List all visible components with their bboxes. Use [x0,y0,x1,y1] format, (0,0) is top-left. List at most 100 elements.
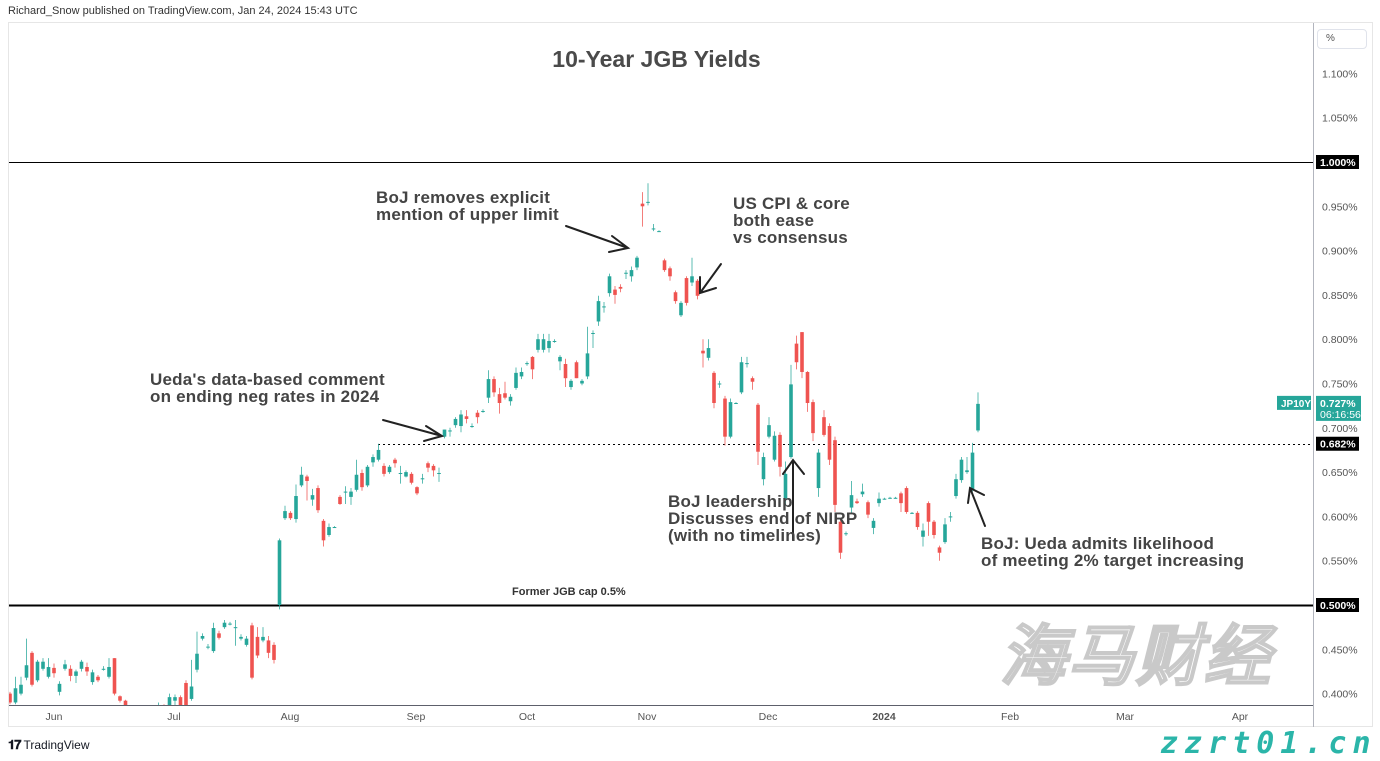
price-tick-label: 0.950% [1322,201,1358,213]
candle [123,699,128,705]
candle [657,230,661,233]
candle-body [420,478,425,480]
annotation-ueda-comment: Ueda's data-based comment on ending neg … [150,370,385,406]
candle-body [52,667,56,674]
candle [717,380,722,388]
tradingview-logo[interactable]: 𝟏𝟕 TradingView [8,737,90,753]
candle [470,423,474,428]
candle-body [739,362,744,393]
candle-body [448,430,452,432]
candle-body [398,472,403,474]
candle-body [948,516,953,518]
time-tick-label: Apr [1232,711,1249,723]
candle [976,392,980,433]
candle [382,463,386,477]
candle [184,680,188,705]
candle-body [272,644,276,660]
candle-body [893,497,898,499]
price-line-label-bg [1316,598,1359,612]
candle [591,330,595,349]
candle [761,452,766,486]
candle-body [695,280,700,296]
candle-body [800,332,804,372]
candle [426,461,430,473]
candle [569,379,573,390]
candle [283,505,287,520]
candle [459,410,463,433]
former-cap-label: Former JGB cap 0.5% [512,586,626,598]
candle-body [85,667,89,672]
time-axis[interactable]: Jun Jul Aug Sep Oct Nov Dec 2024 Feb Mar Apr [46,711,1249,723]
candle [409,472,414,485]
candle-body [794,343,799,363]
candle [140,709,144,717]
candle [662,258,667,272]
candle-body [63,664,67,669]
time-tick-label: Oct [519,711,535,723]
candle [349,488,353,505]
candle-body [811,402,815,434]
candle [816,449,821,497]
candle-body [409,473,414,483]
candle [376,443,381,462]
candle [860,483,865,497]
candle [437,467,441,482]
candle [855,498,859,504]
candle [365,465,370,488]
annotation-us-cpi: US CPI & core both ease vs consensus [733,194,850,247]
candle-body [195,653,199,670]
candle-body [926,503,931,522]
candle-body [431,465,436,471]
candle-body [519,371,524,377]
candle-body [184,682,188,705]
candle [233,620,238,646]
candle [195,631,199,673]
annotation-ueda-target: BoJ: Ueda admits likelihood of meeting 2… [981,534,1245,570]
candle-body [365,466,370,486]
percent-scale-button[interactable]: % [1317,29,1367,49]
candle-body [816,452,821,489]
candle-body [57,683,62,692]
candle [789,364,793,459]
price-tick-label: 0.650% [1322,467,1358,479]
candle [778,432,782,477]
candle-body [123,700,128,705]
price-tick-label: 0.800% [1322,334,1358,346]
candle [277,538,282,610]
candle [272,642,276,664]
candle-body [970,452,975,490]
candle [849,480,854,513]
candle-body [822,417,826,435]
candle [866,500,870,519]
candle-body [910,512,914,514]
candle [217,630,221,640]
candle-body [338,496,342,504]
candle-body [943,524,947,543]
candle [904,486,909,514]
candle [530,356,535,380]
price-axis[interactable]: 1.100% 1.050% 0.950% 0.900% 0.850% 0.800% 0.75… [1277,68,1361,701]
candle [970,442,975,492]
candle-body [629,270,634,277]
tradingview-logo-icon: 𝟏𝟕 [8,737,22,752]
candle-body [217,633,221,638]
candle-body [404,472,408,477]
candle [222,620,227,629]
candle-body [68,668,73,676]
time-tick-label: Sep [407,711,426,723]
candle-body [360,472,364,488]
candle [239,634,243,641]
candle-body [464,416,469,419]
candle-body [772,435,777,460]
candle [646,183,650,206]
candle-body [635,257,639,268]
candle [921,523,925,547]
candle [415,486,419,496]
annotation-arrows [382,225,986,541]
candle [112,658,117,696]
candle-body [470,426,474,428]
time-tick-label: 2024 [872,711,896,723]
candle [497,387,502,414]
candle [954,473,958,499]
